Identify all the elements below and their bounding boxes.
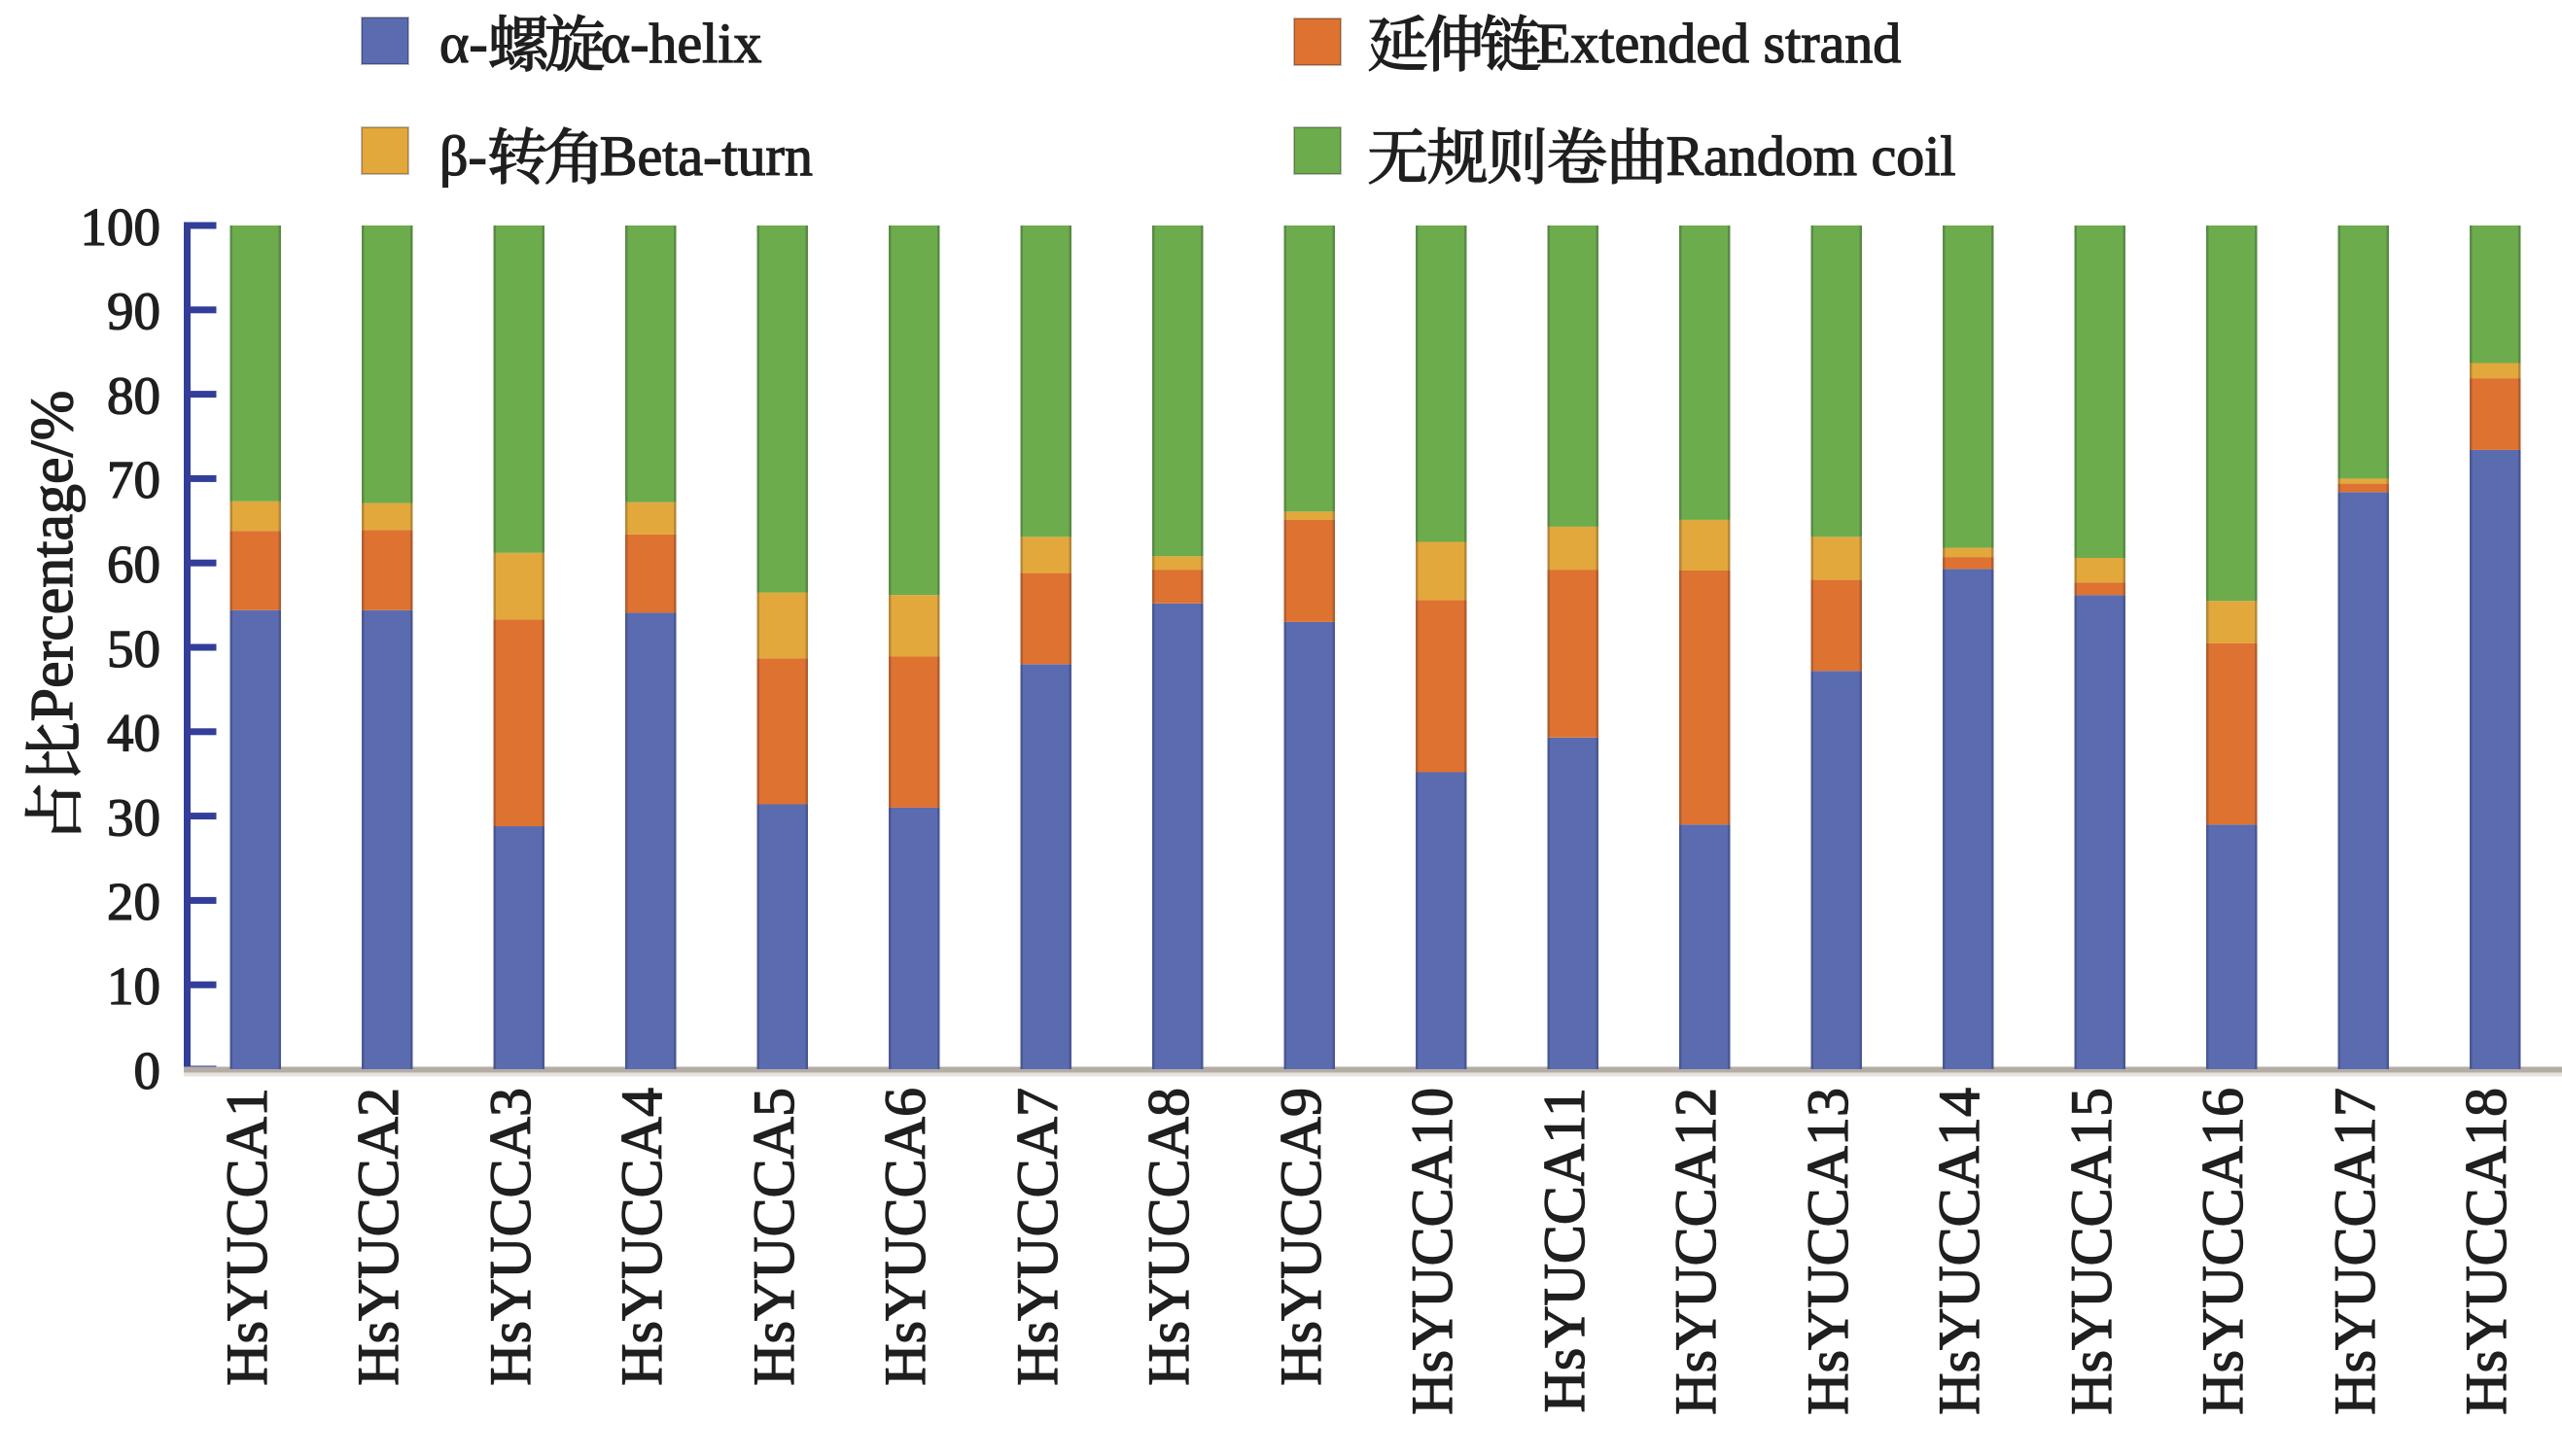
svg-text:α-: α- xyxy=(439,12,488,75)
svg-text:HsYUCCA15: HsYUCCA15 xyxy=(2059,1088,2123,1415)
svg-text:HsYUCCA12: HsYUCCA12 xyxy=(1664,1088,1728,1415)
svg-text:HsYUCCA11: HsYUCCA11 xyxy=(1532,1088,1597,1412)
svg-text:HsYUCCA6: HsYUCCA6 xyxy=(873,1088,937,1386)
svg-text:HsYUCCA9: HsYUCCA9 xyxy=(1269,1088,1333,1386)
svg-text:HsYUCCA7: HsYUCCA7 xyxy=(1005,1088,1070,1386)
svg-text:100: 100 xyxy=(81,197,161,257)
svg-text:HsYUCCA17: HsYUCCA17 xyxy=(2323,1088,2387,1415)
svg-text:60: 60 xyxy=(107,535,160,594)
svg-text:HsYUCCA13: HsYUCCA13 xyxy=(1796,1088,1860,1415)
svg-text:Random coil: Random coil xyxy=(1667,124,1956,188)
svg-text:40: 40 xyxy=(107,704,160,763)
svg-text:10: 10 xyxy=(107,956,160,1016)
svg-text:HsYUCCA3: HsYUCCA3 xyxy=(478,1088,543,1386)
svg-text:0: 0 xyxy=(134,1041,161,1100)
svg-text:α-helix: α-helix xyxy=(601,12,762,75)
svg-text:HsYUCCA4: HsYUCCA4 xyxy=(610,1088,674,1386)
svg-text:30: 30 xyxy=(107,787,160,847)
svg-text:50: 50 xyxy=(107,619,160,678)
svg-text:HsYUCCA16: HsYUCCA16 xyxy=(2191,1088,2255,1415)
svg-text:HsYUCCA18: HsYUCCA18 xyxy=(2454,1088,2518,1415)
svg-text:HsYUCCA1: HsYUCCA1 xyxy=(215,1088,279,1386)
svg-text:Beta-turn: Beta-turn xyxy=(600,124,813,188)
svg-text:Percentage/%: Percentage/% xyxy=(19,391,86,722)
svg-text:Extended strand: Extended strand xyxy=(1536,12,1901,75)
svg-text:20: 20 xyxy=(107,872,160,931)
svg-text:HsYUCCA5: HsYUCCA5 xyxy=(742,1088,806,1386)
svg-text:90: 90 xyxy=(107,282,160,341)
svg-text:80: 80 xyxy=(107,365,160,425)
svg-text:HsYUCCA2: HsYUCCA2 xyxy=(346,1088,410,1386)
svg-text:70: 70 xyxy=(107,450,160,509)
svg-text:HsYUCCA14: HsYUCCA14 xyxy=(1927,1088,1991,1415)
svg-text:β-: β- xyxy=(439,124,487,188)
svg-text:HsYUCCA8: HsYUCCA8 xyxy=(1137,1088,1201,1386)
svg-text:HsYUCCA10: HsYUCCA10 xyxy=(1400,1088,1464,1415)
